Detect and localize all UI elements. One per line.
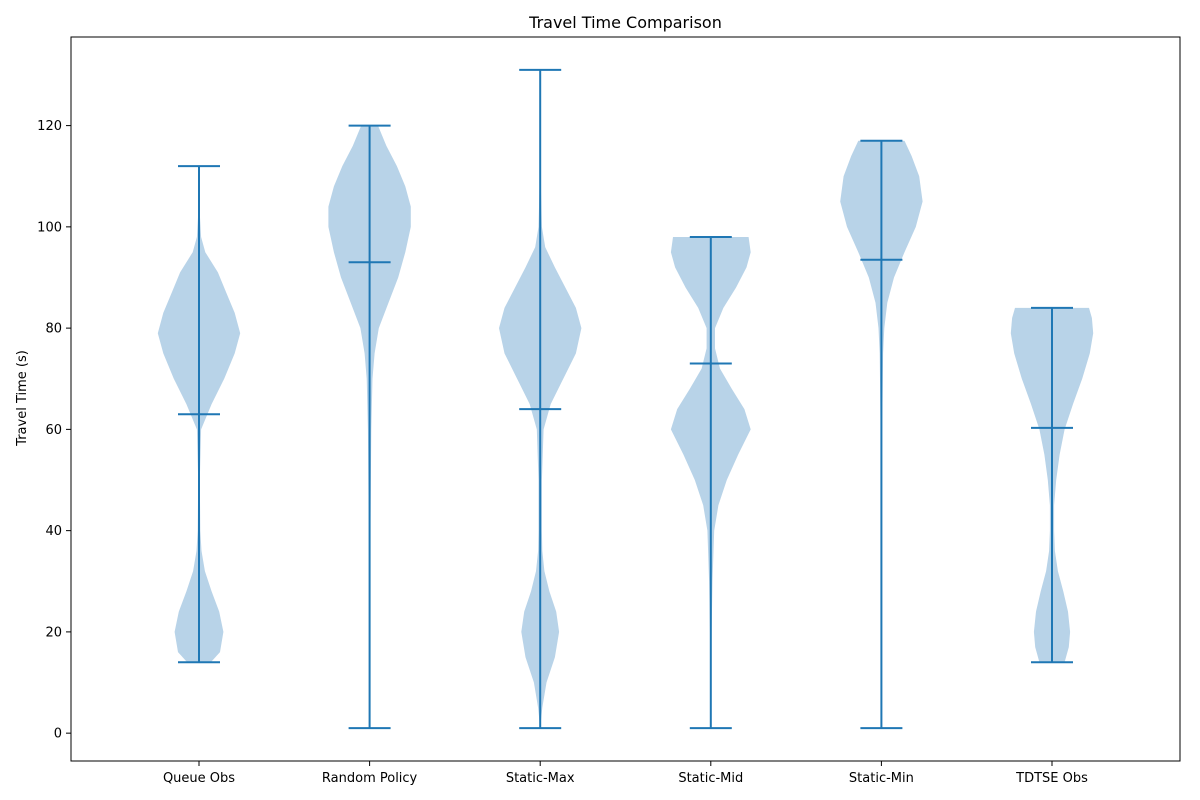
y-tick-label: 20 (45, 625, 62, 640)
x-tick-label: Static-Min (849, 771, 914, 786)
x-axis: Queue Obs Random Policy Static-Max Static-M… (163, 761, 1088, 786)
x-tick-label: Random Policy (322, 771, 418, 786)
x-tick-label: TDTSE Obs (1015, 771, 1088, 786)
plot-frame (70, 36, 1181, 762)
x-tick-label: Static-Mid (678, 771, 743, 786)
y-tick-label: 100 (37, 220, 62, 235)
y-axis-label: Travel Time (s) (15, 350, 30, 447)
y-tick-label: 60 (45, 423, 62, 438)
x-tick-label: Static-Max (506, 771, 575, 786)
y-axis: 0 20 40 60 80 100 120 (37, 119, 71, 742)
violin-lines-layer (178, 68, 1073, 730)
x-tick-label: Queue Obs (163, 771, 235, 786)
violins-layer (157, 69, 1094, 729)
y-tick-label: 120 (37, 119, 62, 134)
y-tick-label: 0 (54, 727, 62, 742)
y-tick-label: 40 (45, 524, 62, 539)
chart-title: Travel Time Comparison (528, 13, 722, 32)
y-tick-label: 80 (45, 322, 62, 337)
